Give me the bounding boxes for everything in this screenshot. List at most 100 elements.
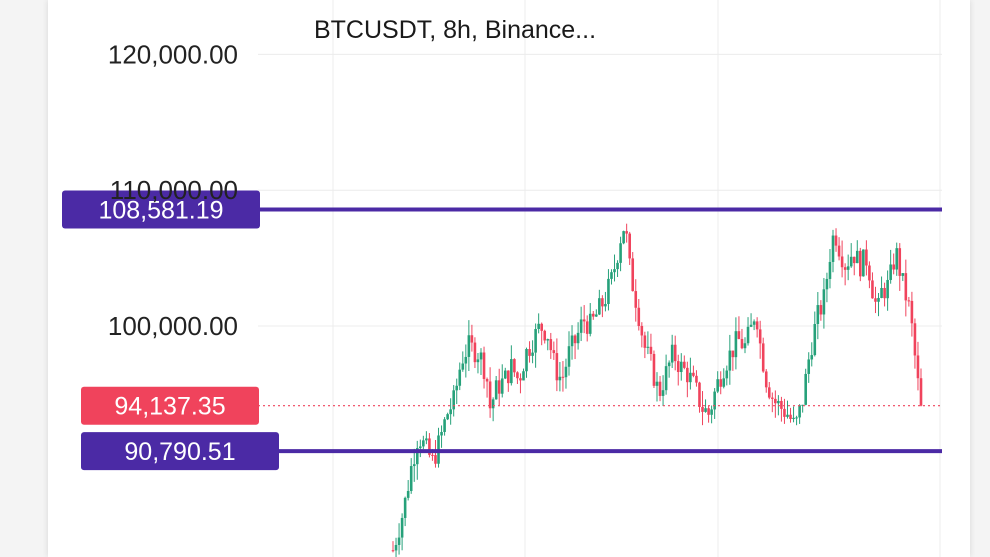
candle [755,317,759,338]
candle [767,381,771,400]
candle [522,368,525,381]
candle [865,240,868,276]
candle [816,292,820,340]
candle [725,365,729,386]
candle [558,362,562,392]
candle [664,354,668,395]
candle [561,361,565,392]
candle [570,325,574,360]
candle [628,231,631,266]
support-label: 90,790.51 [124,438,235,466]
candle [807,352,811,383]
candle [764,369,768,393]
candle [886,270,889,311]
candle [831,229,835,273]
candle [801,404,804,413]
candle [412,448,416,482]
candle [467,320,471,371]
candle [549,332,553,359]
candle [901,273,905,282]
candle [846,254,850,281]
candle [907,296,911,307]
candle [585,315,589,342]
candle [746,317,750,346]
candle [713,388,716,419]
candle [503,367,507,380]
candle [716,371,719,394]
y-tick-label-0: 120,000.00 [108,39,238,69]
candle [403,496,407,527]
candle [679,353,683,381]
candle [795,415,798,426]
candle [661,375,665,407]
candle [425,431,428,445]
candle [649,333,653,361]
candle [519,373,522,394]
candle [582,305,586,334]
candle [576,322,580,350]
candle [771,392,774,413]
candle [828,248,832,289]
chart-title: BTCUSDT, 8h, Binance... [314,16,596,44]
candle [804,368,807,406]
candle [440,425,443,448]
candle [743,337,747,354]
candle [446,412,449,421]
candle [758,320,762,359]
candle [667,360,671,378]
candle [710,405,713,424]
candle [862,249,865,277]
candle [837,237,841,261]
candle [643,331,647,359]
candle [488,367,492,418]
candle [825,272,829,303]
candle [749,313,753,328]
candle [855,240,859,264]
candle [391,541,395,553]
candle [813,311,817,357]
candle [449,398,452,425]
candle [728,334,732,385]
candle [880,276,883,299]
candle [707,405,710,423]
candle [701,391,704,426]
y-axis-ticks: 120,000.00 110,000.00 100,000.00 [108,39,238,341]
candle [455,378,459,405]
candle [655,372,659,402]
candle [610,269,613,285]
candle [409,458,413,494]
candle [761,337,765,373]
candle [871,272,874,299]
support-label-bg [81,432,279,471]
candle [686,361,689,398]
candle [892,253,895,275]
candle [516,371,519,385]
candle [476,352,480,374]
candle [510,345,513,386]
candle [619,236,622,272]
levels: 108,581.19 90,790.51 94,137.35 [62,190,942,471]
candle [534,323,537,368]
candle [546,338,550,351]
candle [786,400,789,419]
candle [752,319,756,331]
y-tick-label-2: 100,000.00 [108,311,238,341]
candle [722,368,726,389]
y-tick-label-1: 110,000.00 [110,175,238,205]
candle [573,334,577,360]
candle [491,397,495,422]
candle [631,252,635,292]
candle [622,230,625,245]
candle [904,259,908,317]
candle [500,364,504,398]
candle [840,240,844,278]
candle [898,243,902,291]
candle [658,375,662,402]
candle [625,223,628,243]
candle [564,358,568,389]
candle [737,316,741,340]
candle [613,254,616,282]
candle [591,311,595,320]
candle [579,306,583,342]
